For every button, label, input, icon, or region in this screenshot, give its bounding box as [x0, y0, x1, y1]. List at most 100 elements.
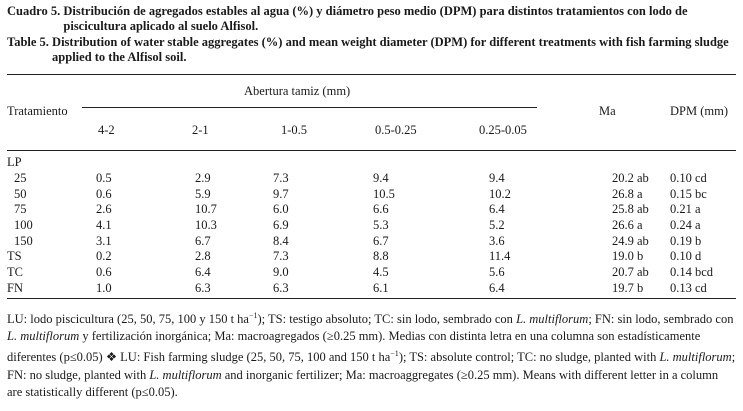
- row-cell: 9.4: [373, 171, 389, 186]
- caption-en-label: Table 5.: [7, 35, 49, 49]
- row-cell: 6.9: [273, 218, 289, 233]
- row-cell: 10.3: [195, 218, 217, 233]
- row-cell: 6.4: [195, 265, 211, 280]
- row-cell: 26.8 a: [612, 186, 643, 201]
- row-cell: 2.9: [195, 171, 211, 186]
- caption-en-text: Distribution of water stable aggregates …: [52, 35, 729, 64]
- row-cell: 5.3: [373, 218, 389, 233]
- footnote-es-c: ; FN: sin lodo, sembrado con: [588, 312, 734, 327]
- row-cell: 1.0: [96, 280, 112, 295]
- row-cell: 7.3: [273, 171, 289, 186]
- footnote-species-1: L. multiflorum: [516, 312, 589, 327]
- row-cell: 4.1: [96, 218, 112, 233]
- row-cell: 0.2: [96, 249, 112, 264]
- row-cell: 6.3: [273, 280, 289, 295]
- row-cell: 0.6: [96, 265, 112, 280]
- header-dpm: DPM (mm): [670, 104, 728, 118]
- row-cell: 5.2: [489, 218, 505, 233]
- row-treatment: 25: [14, 171, 27, 186]
- table-row: TC 0.6 6.4 9.0 4.5 5.6 20.7 ab 0.14 bcd: [7, 265, 736, 281]
- row-cell: 20.2 ab: [612, 171, 649, 186]
- row-cell: 6.3: [195, 280, 211, 295]
- row-cell: 0.19 b: [670, 233, 702, 248]
- row-treatment: LP: [7, 155, 22, 170]
- table-row: 75 2.6 10.7 6.0 6.6 6.4 25.8 ab 0.21 a: [7, 202, 736, 218]
- row-cell: 7.3: [273, 249, 289, 264]
- row-cell: 5.6: [489, 265, 505, 280]
- row-treatment: 75: [14, 202, 27, 217]
- row-cell: 10.7: [195, 202, 217, 217]
- footnote-en-a: ); TS: absolute control; TC: no sludge, …: [398, 350, 660, 365]
- row-cell: 24.9 ab: [612, 233, 649, 248]
- footnote-species-2: L. multiflorum: [7, 329, 80, 344]
- footnote-es-a: LU: lodo piscicultura (25, 50, 75, 100 y…: [7, 312, 249, 327]
- row-cell: 0.24 a: [670, 218, 701, 233]
- row-cell: 0.10 d: [670, 249, 702, 264]
- header-size-3: 1-0.5: [281, 123, 308, 137]
- table-header: Tratamiento Abertura tamiz (mm) 4-2 2-1 …: [7, 75, 736, 150]
- footnote-species-3: L. multiflorum: [659, 350, 732, 365]
- row-cell: 0.6: [96, 186, 112, 201]
- caption-es-label: Cuadro 5.: [7, 4, 61, 18]
- footnote-es-b: ); TS: testigo absoluto; TC: sin lodo, s…: [257, 312, 517, 327]
- row-cell: 25.8 ab: [612, 202, 649, 217]
- footnote-en-b: ; FN: no sludge, planted with: [7, 350, 736, 382]
- row-cell: 6.7: [195, 233, 211, 248]
- row-cell: 10.2: [489, 186, 511, 201]
- row-cell: 26.6 a: [612, 218, 643, 233]
- row-treatment: 100: [14, 218, 33, 233]
- table-row: LP: [7, 155, 736, 171]
- row-cell: 5.9: [195, 186, 211, 201]
- caption-spanish: Cuadro 5. Distribución de agregados esta…: [7, 4, 736, 34]
- table-bottom-rule: [7, 298, 736, 300]
- table-row: TS 0.2 2.8 7.3 8.8 11.4 19.0 b 0.10 d: [7, 249, 736, 265]
- footnote-species-4: L. multiflorum: [149, 367, 222, 382]
- row-cell: 19.0 b: [612, 249, 644, 264]
- row-cell: 6.7: [373, 233, 389, 248]
- row-treatment: TS: [7, 249, 22, 264]
- table-footnote: LU: lodo piscicultura (25, 50, 75, 100 y…: [7, 307, 736, 400]
- row-cell: 4.5: [373, 265, 389, 280]
- row-treatment: FN: [7, 280, 23, 295]
- row-cell: 6.1: [373, 280, 389, 295]
- row-treatment: 150: [14, 233, 33, 248]
- row-cell: 3.6: [489, 233, 505, 248]
- row-cell: 11.4: [489, 249, 511, 264]
- row-cell: 0.15 bc: [670, 186, 707, 201]
- row-cell: 10.5: [373, 186, 395, 201]
- row-cell: 8.4: [273, 233, 289, 248]
- row-cell: 20.7 ab: [612, 265, 649, 280]
- table-row: 100 4.1 10.3 6.9 5.3 5.2 26.6 a 0.24 a: [7, 218, 736, 234]
- row-cell: 0.21 a: [670, 202, 701, 217]
- footnote-es-d: y fertilización inorgánica; Ma: macroagr…: [7, 329, 701, 365]
- row-cell: 0.5: [96, 171, 112, 186]
- row-cell: 2.6: [96, 202, 112, 217]
- row-cell: 6.6: [373, 202, 389, 217]
- row-cell: 19.7 b: [612, 280, 644, 295]
- footnote-sup-2: −1: [390, 349, 399, 359]
- footnote-en-c: and inorganic fertilizer; Ma: macroaggre…: [7, 367, 719, 399]
- table-header-rule: [7, 150, 736, 151]
- row-cell: 9.7: [273, 186, 289, 201]
- row-cell: 6.4: [489, 202, 505, 217]
- table-top-rule: [7, 74, 736, 75]
- row-cell: 0.13 cd: [670, 280, 707, 295]
- row-cell: 9.4: [489, 171, 505, 186]
- row-cell: 0.14 bcd: [670, 265, 714, 280]
- table-row: 50 0.6 5.9 9.7 10.5 10.2 26.8 a 0.15 bc: [7, 186, 736, 202]
- header-size-4: 0.5-0.25: [375, 123, 417, 137]
- header-size-1: 4-2: [98, 123, 115, 137]
- row-cell: 9.0: [273, 265, 289, 280]
- caption-english: Table 5. Distribution of water stable ag…: [7, 35, 736, 65]
- row-cell: 6.0: [273, 202, 289, 217]
- row-cell: 2.8: [195, 249, 211, 264]
- header-treatment: Tratamiento: [7, 104, 68, 118]
- header-sieve-rule: [82, 107, 537, 108]
- caption-es-text: Distribución de agregados estables al ag…: [63, 4, 688, 33]
- row-treatment: 50: [14, 186, 27, 201]
- row-cell: 6.4: [489, 280, 505, 295]
- header-size-2: 2-1: [192, 123, 209, 137]
- table-row: FN 1.0 6.3 6.3 6.1 6.4 19.7 b 0.13 cd: [7, 281, 736, 297]
- header-size-5: 0.25-0.05: [479, 123, 527, 137]
